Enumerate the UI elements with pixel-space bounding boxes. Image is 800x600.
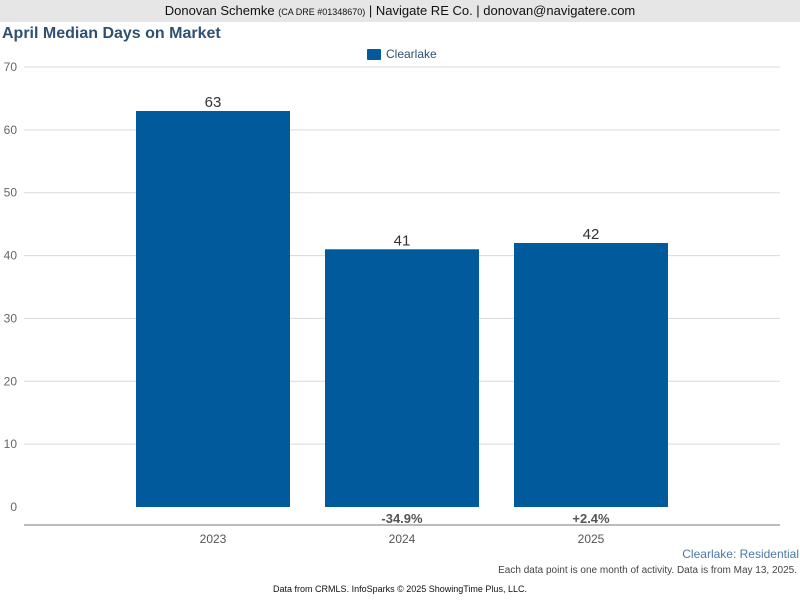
- y-tick-label: 70: [4, 60, 18, 74]
- chart-legend[interactable]: Clearlake: [367, 45, 437, 63]
- y-tick-label: 40: [4, 249, 18, 263]
- bar[interactable]: [514, 243, 668, 507]
- footnote: Each data point is one month of activity…: [498, 565, 797, 576]
- bar-value-label: 42: [583, 226, 600, 243]
- bar-value-label: 41: [394, 232, 411, 249]
- y-tick-label: 50: [4, 186, 18, 200]
- chart-title: April Median Days on Market: [2, 25, 221, 42]
- bar-change-label: +2.4%: [572, 511, 610, 526]
- bar-change-label: -34.9%: [381, 511, 423, 526]
- bar-value-label: 63: [205, 94, 222, 111]
- x-tick-label: 2024: [389, 532, 416, 546]
- agent-company-contact: | Navigate RE Co. | donovan@navigatere.c…: [368, 3, 636, 18]
- agent-name: Donovan Schemke: [164, 3, 275, 18]
- agent-license: (CA DRE #01348670): [278, 7, 366, 17]
- legend-label: Clearlake: [386, 47, 437, 61]
- y-tick-label: 10: [4, 437, 18, 451]
- x-tick-label: 2025: [578, 532, 605, 546]
- agent-header: Donovan Schemke (CA DRE #01348670) | Nav…: [0, 0, 800, 22]
- y-tick-label: 20: [4, 374, 18, 388]
- chart-subtitle: Clearlake: Residential: [682, 547, 799, 561]
- y-tick-label: 30: [4, 311, 18, 325]
- legend-swatch: [367, 48, 381, 60]
- data-source: Data from CRMLS. InfoSparks © 2025 Showi…: [273, 584, 527, 594]
- bar[interactable]: [325, 249, 479, 508]
- bar[interactable]: [136, 111, 290, 507]
- y-tick-label: 0: [10, 500, 17, 514]
- x-tick-label: 2023: [200, 532, 227, 546]
- y-tick-label: 60: [4, 123, 18, 137]
